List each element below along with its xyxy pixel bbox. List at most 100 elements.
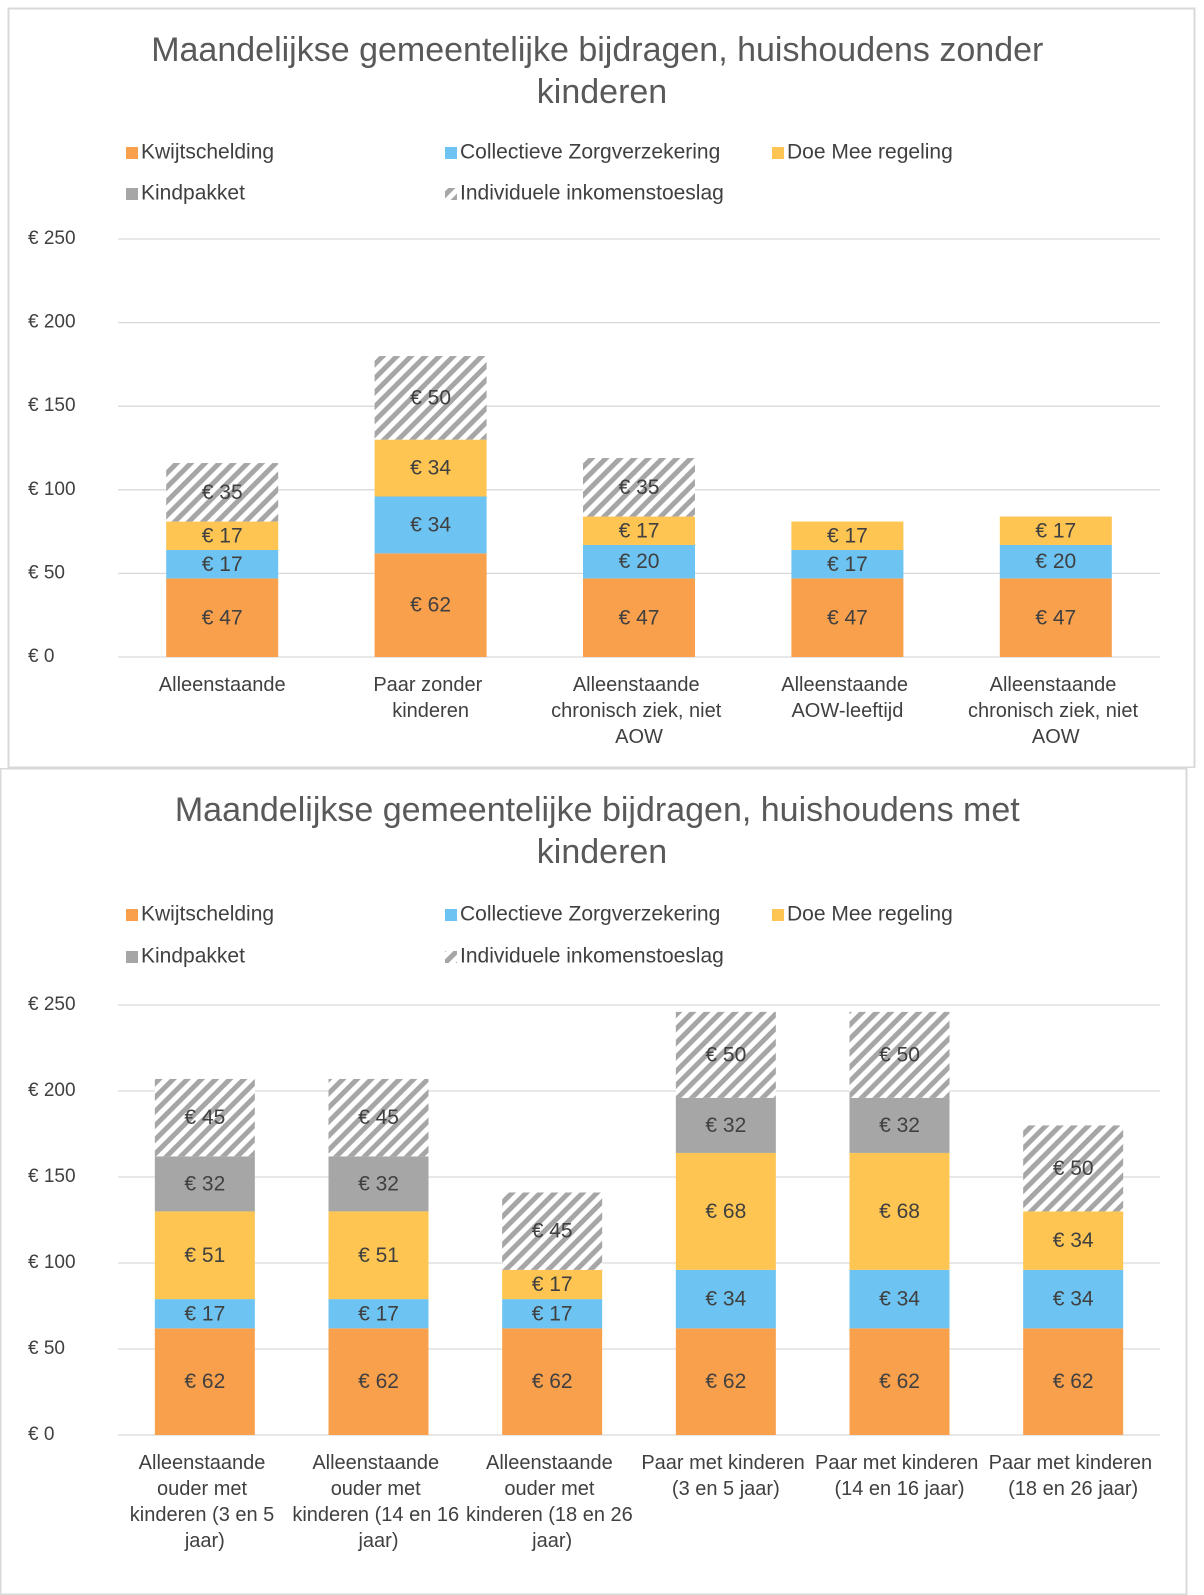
x-tick-label: Alleenstaande chronisch ziek, niet AOW: [551, 674, 727, 748]
data-label: € 50: [879, 1043, 920, 1066]
data-label: € 32: [705, 1114, 746, 1137]
bar-segment: [374, 439, 487, 497]
bar-segment: [849, 1097, 950, 1153]
y-tick-label: € 100: [28, 479, 76, 500]
legend-swatch: [772, 909, 784, 921]
bar-segment: [999, 516, 1112, 545]
data-label: € 45: [184, 1106, 225, 1129]
bar-segment: [583, 516, 695, 545]
data-label: € 32: [358, 1172, 399, 1195]
bar-segment: [502, 1192, 603, 1270]
data-label: € 32: [879, 1114, 920, 1137]
data-label: € 20: [619, 550, 660, 573]
bar-segment: [849, 1269, 950, 1329]
data-label: € 32: [184, 1172, 225, 1195]
data-label: € 68: [705, 1200, 746, 1223]
data-label: € 34: [1053, 1288, 1094, 1311]
legend-label: Individuele inkomenstoeslag: [460, 182, 724, 205]
data-label: € 17: [202, 553, 243, 576]
data-label: € 17: [532, 1302, 573, 1325]
y-tick-label: € 150: [28, 1166, 76, 1187]
bar-segment: [328, 1328, 429, 1435]
data-label: € 62: [184, 1370, 225, 1393]
data-label: € 17: [184, 1302, 225, 1325]
bar-segment: [154, 1211, 255, 1300]
bar-segment: [328, 1211, 429, 1300]
data-label: € 17: [202, 524, 243, 547]
y-tick-label: € 200: [28, 1080, 76, 1101]
data-label: € 17: [358, 1302, 399, 1325]
bar-segment: [675, 1011, 776, 1098]
data-label: € 17: [1035, 519, 1076, 542]
legend-label: Collectieve Zorgverzekering: [460, 903, 720, 926]
data-label: € 35: [619, 476, 660, 499]
legend-label: Kindpakket: [141, 182, 245, 205]
legend-swatch: [126, 147, 138, 159]
legend-swatch: [445, 147, 457, 159]
bar-segment: [791, 549, 904, 579]
x-tick-label: Alleenstaande: [159, 674, 286, 696]
chart: Maandelijkse gemeentelijke bijdragen, hu…: [7, 7, 1196, 768]
bar-segment: [1023, 1125, 1124, 1212]
bar-segment: [675, 1097, 776, 1153]
bar-segment: [374, 356, 487, 440]
y-tick-label: € 50: [28, 562, 65, 583]
data-label: € 47: [619, 606, 660, 629]
data-label: € 51: [184, 1244, 225, 1267]
bar-segment: [154, 1156, 255, 1212]
data-label: € 17: [532, 1273, 573, 1296]
bar-segment: [1023, 1328, 1124, 1435]
data-label: € 62: [410, 594, 451, 617]
bar-segment: [166, 463, 279, 522]
legend-swatch: [445, 188, 457, 200]
data-label: € 17: [827, 524, 868, 547]
chart-title: Maandelijkse gemeentelijke bijdragen, hu…: [175, 791, 1029, 871]
x-tick-label: Alleenstaande ouder met kinderen (3 en 5…: [130, 1452, 280, 1552]
x-tick-label: Alleenstaande AOW-leeftijd: [781, 674, 913, 722]
data-label: € 34: [1053, 1229, 1094, 1252]
bar-segment: [791, 578, 904, 657]
data-label: € 34: [410, 457, 451, 480]
legend-label: Kwijtschelding: [141, 903, 274, 926]
data-label: € 47: [1035, 606, 1076, 629]
bar-segment: [849, 1328, 950, 1435]
bar-segment: [166, 521, 279, 550]
bar-segment: [374, 496, 487, 554]
bar-segment: [675, 1269, 776, 1329]
data-label: € 34: [410, 513, 451, 536]
y-tick-label: € 50: [28, 1338, 65, 1359]
data-label: € 62: [358, 1370, 399, 1393]
bar-segment: [583, 544, 695, 579]
bar-segment: [328, 1299, 429, 1329]
bar-segment: [675, 1328, 776, 1435]
data-label: € 45: [358, 1106, 399, 1129]
bar-segment: [1023, 1269, 1124, 1329]
legend-label: Individuele inkomenstoeslag: [460, 945, 724, 968]
chart: Maandelijkse gemeentelijke bijdragen, hu…: [0, 768, 1188, 1595]
legend-swatch: [126, 951, 138, 963]
bar-segment: [154, 1328, 255, 1435]
data-label: € 47: [827, 606, 868, 629]
bar-segment: [1023, 1211, 1124, 1270]
bar-segment: [502, 1299, 603, 1329]
bar-segment: [583, 458, 695, 517]
bar-segment: [999, 544, 1112, 579]
bar-segment: [502, 1328, 603, 1435]
data-label: € 51: [358, 1244, 399, 1267]
bar-segment: [154, 1299, 255, 1329]
legend-swatch: [445, 951, 457, 963]
bar-segment: [791, 521, 904, 550]
bar-segment: [999, 578, 1112, 657]
data-label: € 20: [1035, 550, 1076, 573]
legend-label: Collectieve Zorgverzekering: [460, 141, 720, 164]
bar-segment: [166, 578, 279, 657]
legend-swatch: [445, 909, 457, 921]
x-tick-label: Alleenstaande ouder met kinderen (14 en …: [292, 1452, 464, 1552]
y-tick-label: € 150: [28, 395, 76, 416]
x-tick-label: Paar zonder kinderen: [373, 674, 488, 722]
data-label: € 17: [827, 553, 868, 576]
bar-segment: [583, 578, 695, 657]
chart-title: Maandelijkse gemeentelijke bijdragen, hu…: [151, 31, 1053, 111]
y-tick-label: € 0: [28, 646, 54, 667]
